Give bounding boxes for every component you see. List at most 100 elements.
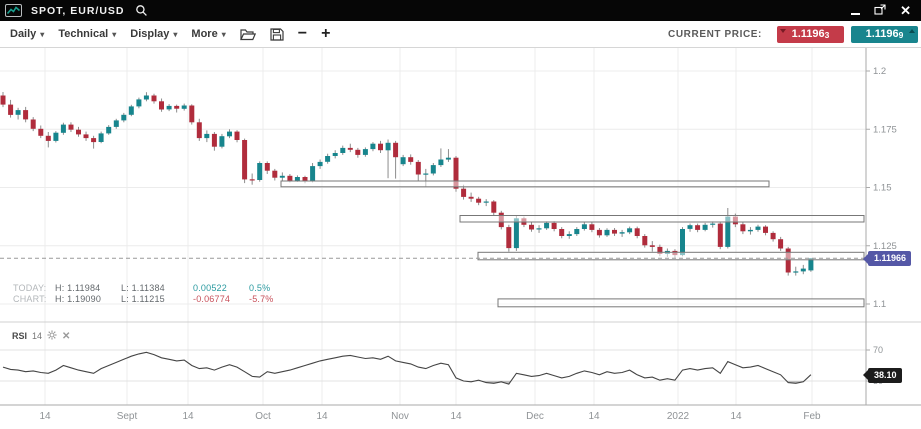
x-axis-label: 14 — [730, 411, 742, 422]
candle-down — [596, 229, 602, 236]
open-folder-icon[interactable] — [239, 28, 256, 41]
x-axis-label: 14 — [39, 411, 51, 422]
candle-down — [612, 229, 617, 234]
candle-up — [800, 268, 806, 272]
candle-up — [53, 132, 59, 141]
tag-arrow-left — [863, 253, 868, 264]
chevron-down-icon: ▾ — [112, 29, 117, 39]
candle-down — [196, 122, 202, 139]
chart-label: CHART: — [13, 294, 47, 304]
candle-down — [45, 135, 51, 141]
x-axis-label: Oct — [255, 411, 271, 422]
candle-up — [340, 147, 346, 153]
candle-down — [634, 228, 640, 236]
popout-icon[interactable] — [874, 2, 886, 20]
candle-up — [136, 99, 142, 107]
close-icon[interactable]: ✕ — [900, 3, 911, 18]
candle-up — [385, 142, 391, 151]
drawn-zone-rectangle[interactable] — [497, 298, 865, 308]
minimize-icon[interactable] — [851, 12, 861, 15]
chart-change-pct: -5.7% — [249, 294, 274, 304]
display-menu[interactable]: Display ▾ — [130, 28, 178, 40]
candle-up — [536, 228, 542, 230]
candle-down — [0, 95, 6, 105]
title-bar: SPOT, EUR/USD ✕ — [0, 0, 921, 21]
candle-up — [755, 226, 761, 230]
save-icon[interactable] — [270, 27, 284, 41]
candle-down — [649, 245, 655, 247]
candle-down — [529, 224, 534, 230]
candle-down — [506, 227, 512, 249]
current-price-tag: 1.11966 — [863, 251, 912, 267]
candle-down — [38, 128, 44, 136]
candle-up — [15, 110, 21, 115]
candle-down — [355, 149, 361, 155]
candle-down — [287, 175, 293, 181]
zoom-out-button[interactable]: − — [297, 25, 308, 42]
x-axis-label: Nov — [391, 411, 409, 422]
candle-up — [332, 153, 338, 156]
more-menu[interactable]: More ▾ — [191, 28, 226, 40]
candle-up — [204, 133, 210, 139]
candle-up — [362, 149, 368, 155]
candle-down — [476, 198, 482, 203]
rsi-indicator-header: RSI 14 ✕ — [12, 330, 70, 342]
candle-up — [747, 229, 753, 232]
candle-up — [121, 114, 127, 121]
x-axis-label: 14 — [588, 411, 600, 422]
price-axis-label: 1.1 — [873, 299, 886, 310]
candle-down — [740, 224, 746, 232]
candle-down — [23, 110, 29, 120]
chevron-down-icon: ▾ — [40, 29, 45, 39]
candle-up — [566, 234, 572, 236]
candle-up — [687, 225, 693, 229]
candle-down — [763, 226, 768, 233]
candle-up — [627, 228, 633, 233]
candle-down — [491, 201, 497, 213]
candle-up — [370, 143, 376, 150]
price-axis-label: 1.175 — [873, 124, 897, 135]
candle-down — [589, 224, 595, 230]
gear-icon[interactable] — [47, 330, 57, 342]
candle-up — [680, 229, 685, 256]
drawn-zone-rectangle[interactable] — [459, 215, 865, 223]
candle-up — [60, 124, 66, 133]
candle-up — [725, 216, 731, 247]
zoom-in-button[interactable]: + — [321, 25, 331, 42]
technical-menu[interactable]: Technical ▾ — [58, 28, 117, 40]
today-change-pct: 0.5% — [249, 283, 271, 293]
timeframe-menu[interactable]: Daily ▾ — [10, 28, 45, 40]
bid-price-badge: 1.11963 — [777, 25, 844, 43]
rsi-name: RSI — [12, 331, 28, 341]
price-axis-label: 1.125 — [873, 241, 897, 252]
rsi-close-icon[interactable]: ✕ — [62, 330, 71, 342]
candle-up — [166, 105, 172, 110]
rsi-level-label: 70 — [873, 345, 883, 355]
tag-arrow-left — [863, 370, 868, 381]
candle-down — [347, 147, 353, 150]
x-axis-label: 14 — [182, 411, 194, 422]
chart-stats-row: CHART: H: 1.19090 L: 1.11215 -0.06774 -5… — [13, 294, 289, 305]
search-icon[interactable] — [135, 4, 148, 17]
drawn-zone-rectangle[interactable] — [280, 180, 770, 188]
instrument-title: SPOT, EUR/USD — [31, 4, 125, 17]
candle-down — [378, 143, 383, 151]
candle-up — [430, 165, 436, 174]
today-stats-row: TODAY: H: 1.11984 L: 1.11384 0.00522 0.5… — [13, 283, 289, 294]
candle-down — [272, 170, 278, 178]
candle-up — [445, 157, 451, 160]
candle-down — [551, 222, 557, 229]
today-high: H: 1.11984 — [55, 283, 101, 293]
chart-change: -0.06774 — [193, 294, 231, 304]
candle-down — [785, 248, 791, 273]
candle-down — [189, 105, 195, 123]
rsi-period: 14 — [32, 331, 43, 341]
chart-high: H: 1.19090 — [55, 294, 102, 304]
price-axis-label: 1.2 — [873, 66, 886, 77]
candle-up — [619, 232, 625, 234]
candle-down — [76, 129, 81, 135]
candle-up — [106, 126, 112, 134]
candle-down — [717, 223, 723, 247]
